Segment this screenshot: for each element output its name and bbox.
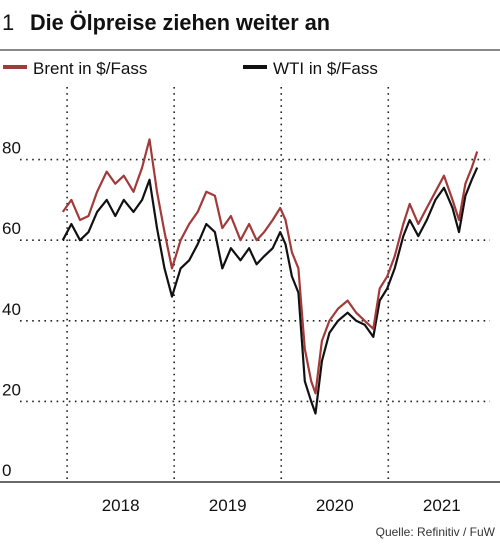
- source: Quelle: Refinitiv / FuW: [376, 525, 496, 539]
- y-tick-label: 80: [2, 139, 21, 158]
- y-tick-label: 20: [2, 380, 21, 399]
- y-tick-label: 40: [2, 300, 21, 319]
- y-tick-label: 60: [2, 219, 21, 238]
- x-tick-label: 2019: [209, 496, 247, 515]
- x-tick-label: 2021: [423, 496, 461, 515]
- series-line: [61, 167, 479, 415]
- y-tick-label: 0: [2, 461, 11, 480]
- x-tick-label: 2020: [316, 496, 354, 515]
- chart-number: 1: [2, 10, 14, 35]
- chart-title: Die Ölpreise ziehen weiter an: [30, 10, 330, 35]
- legend-label: WTI in $/Fass: [273, 59, 378, 78]
- legend-label: Brent in $/Fass: [33, 59, 147, 78]
- series-line: [61, 138, 479, 395]
- x-tick-label: 2018: [102, 496, 140, 515]
